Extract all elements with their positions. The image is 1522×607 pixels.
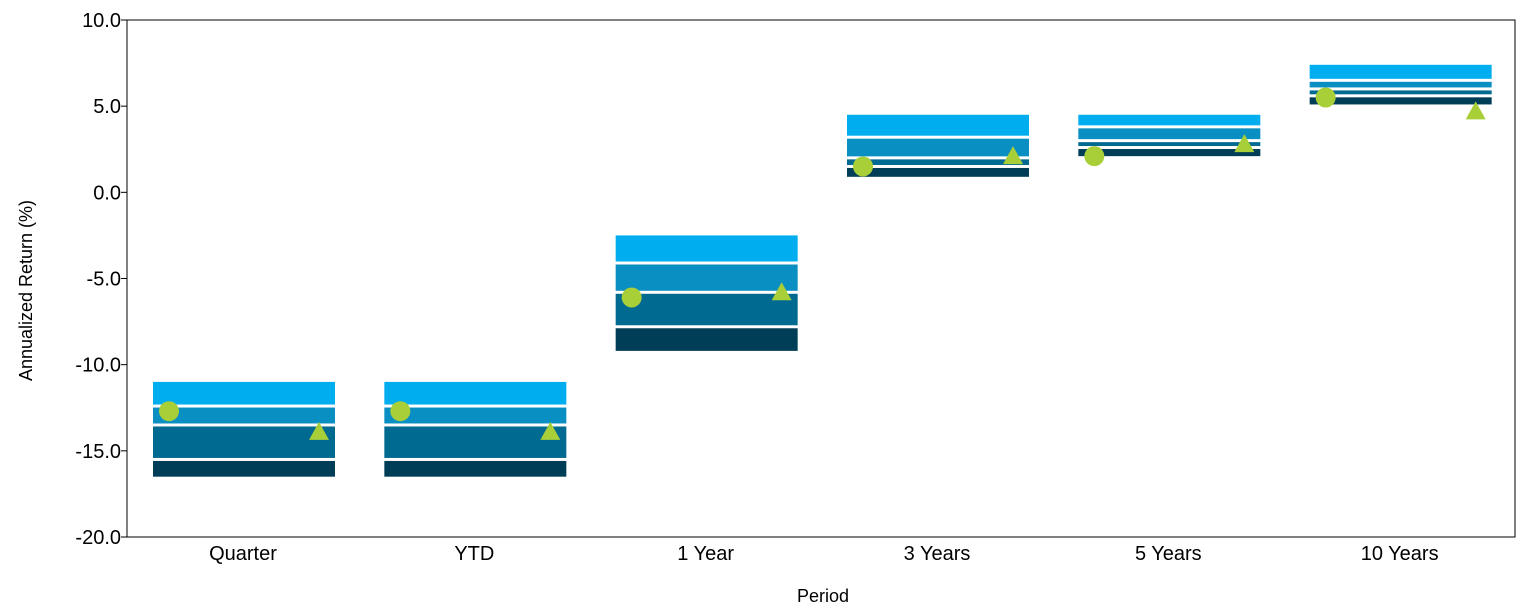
circle-marker-4 xyxy=(1084,146,1105,167)
y-axis-title: Annualized Return (%) xyxy=(16,200,36,381)
x-axis-title: Period xyxy=(797,586,849,606)
x-category-label: 5 Years xyxy=(1135,543,1202,565)
triangle-marker-3 xyxy=(1003,146,1023,165)
band-p25-median-5 xyxy=(1309,81,1492,88)
triangle-marker-0 xyxy=(309,421,329,440)
band-median-p75-5 xyxy=(1309,90,1492,95)
band-p75-p95-0 xyxy=(153,460,335,477)
circle-marker-3 xyxy=(853,156,873,177)
band-p75-p95-4 xyxy=(1078,149,1261,157)
x-category-label: 10 Years xyxy=(1361,543,1439,565)
y-tick-label: -5.0 xyxy=(87,269,121,291)
circle-marker-1 xyxy=(390,401,411,422)
band-p25-median-0 xyxy=(153,407,335,424)
y-tick-label: -10.0 xyxy=(75,355,121,377)
plot-frame xyxy=(126,19,1516,538)
band-p75-p95-1 xyxy=(384,460,567,477)
band-p5-p25-3 xyxy=(847,114,1029,136)
band-p75-p95-3 xyxy=(847,167,1029,177)
circle-marker-2 xyxy=(621,287,642,308)
band-median-p75-4 xyxy=(1078,142,1261,147)
x-category-label: Quarter xyxy=(209,543,277,565)
triangle-marker-2 xyxy=(771,282,792,301)
band-p5-p25-0 xyxy=(153,381,335,405)
band-p75-p95-5 xyxy=(1309,97,1492,105)
y-tick-label: -15.0 xyxy=(75,441,121,463)
triangle-marker-5 xyxy=(1465,101,1486,120)
band-median-p75-3 xyxy=(847,159,1029,165)
x-category-label: 3 Years xyxy=(904,543,971,565)
y-tick-label: 10.0 xyxy=(82,10,121,32)
band-p25-median-2 xyxy=(615,264,798,291)
circle-marker-0 xyxy=(159,401,179,422)
circle-marker-5 xyxy=(1315,87,1336,108)
band-p25-median-4 xyxy=(1078,128,1261,140)
x-category-label: 1 Year xyxy=(677,543,734,565)
band-p5-p25-1 xyxy=(384,381,567,405)
band-p75-p95-2 xyxy=(615,328,798,351)
band-p5-p25-2 xyxy=(615,235,798,262)
y-tick-label: 5.0 xyxy=(93,96,121,118)
band-median-p75-0 xyxy=(153,426,335,458)
bands-layer xyxy=(153,64,1492,477)
y-axis: 10.0 5.0 0.0 -5.0 -10.0 -15.0 -20.0 xyxy=(75,10,127,549)
band-median-p75-1 xyxy=(384,426,567,458)
triangle-marker-1 xyxy=(540,421,561,440)
x-category-label: YTD xyxy=(454,543,494,565)
band-median-p75-2 xyxy=(615,293,798,326)
triangle-marker-4 xyxy=(1234,134,1255,153)
x-axis: Quarter YTD 1 Year 3 Years 5 Years 10 Years xyxy=(209,543,1439,565)
markers-layer xyxy=(159,87,1486,440)
band-p5-p25-5 xyxy=(1309,64,1492,79)
y-tick-label: 0.0 xyxy=(93,182,121,204)
band-p5-p25-4 xyxy=(1078,114,1261,126)
y-tick-label: -20.0 xyxy=(75,527,121,549)
band-p25-median-3 xyxy=(847,138,1029,157)
band-p25-median-1 xyxy=(384,407,567,424)
